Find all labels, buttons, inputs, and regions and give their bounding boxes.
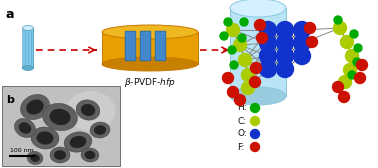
Circle shape <box>251 116 260 125</box>
Ellipse shape <box>27 151 43 164</box>
Circle shape <box>353 58 361 66</box>
Circle shape <box>333 22 347 34</box>
Circle shape <box>240 18 248 26</box>
Ellipse shape <box>94 125 106 135</box>
Text: 100 nm: 100 nm <box>10 148 34 153</box>
Circle shape <box>348 71 356 79</box>
Text: $\beta$-PVDF-$\it{hfp}$: $\beta$-PVDF-$\it{hfp}$ <box>124 76 176 89</box>
Circle shape <box>242 69 254 81</box>
Ellipse shape <box>65 91 116 131</box>
FancyBboxPatch shape <box>140 31 151 61</box>
Circle shape <box>238 34 246 42</box>
Circle shape <box>293 34 310 52</box>
Bar <box>230 8 286 96</box>
Circle shape <box>224 18 232 26</box>
FancyBboxPatch shape <box>155 31 166 61</box>
Circle shape <box>341 35 353 49</box>
FancyBboxPatch shape <box>125 31 136 61</box>
Circle shape <box>234 38 246 52</box>
Circle shape <box>344 64 356 76</box>
Circle shape <box>276 22 293 38</box>
Circle shape <box>333 81 344 93</box>
Circle shape <box>226 24 240 36</box>
Ellipse shape <box>70 136 86 148</box>
Circle shape <box>260 48 276 65</box>
Circle shape <box>234 94 245 106</box>
Circle shape <box>276 48 293 65</box>
Circle shape <box>293 48 310 65</box>
Ellipse shape <box>50 109 70 125</box>
Ellipse shape <box>30 154 40 162</box>
Circle shape <box>230 61 238 69</box>
Circle shape <box>334 16 342 24</box>
Ellipse shape <box>20 94 50 120</box>
Circle shape <box>220 32 228 40</box>
Circle shape <box>339 92 350 102</box>
Circle shape <box>305 23 316 33</box>
Circle shape <box>249 76 260 88</box>
Ellipse shape <box>19 122 31 134</box>
Ellipse shape <box>85 151 95 159</box>
Circle shape <box>251 130 260 138</box>
Circle shape <box>339 75 352 89</box>
Circle shape <box>254 19 265 31</box>
Ellipse shape <box>31 127 59 149</box>
Circle shape <box>251 62 262 74</box>
Ellipse shape <box>14 118 36 138</box>
Circle shape <box>228 46 236 54</box>
Text: a: a <box>5 8 14 21</box>
Ellipse shape <box>81 104 95 116</box>
Circle shape <box>307 36 318 48</box>
Circle shape <box>251 103 260 113</box>
Circle shape <box>276 60 293 77</box>
Circle shape <box>356 59 367 71</box>
Circle shape <box>350 30 358 38</box>
Bar <box>23 28 34 68</box>
Bar <box>2 86 120 166</box>
Circle shape <box>260 22 276 38</box>
Text: O:: O: <box>237 130 247 138</box>
Circle shape <box>354 44 362 52</box>
Ellipse shape <box>81 148 99 162</box>
Ellipse shape <box>76 100 100 120</box>
Circle shape <box>276 34 293 52</box>
Circle shape <box>239 53 251 67</box>
Ellipse shape <box>23 66 34 71</box>
Circle shape <box>293 22 310 38</box>
Ellipse shape <box>50 147 70 163</box>
Ellipse shape <box>230 0 286 17</box>
Bar <box>102 32 198 64</box>
Circle shape <box>345 50 358 62</box>
Text: C:: C: <box>237 116 246 125</box>
Ellipse shape <box>26 99 44 115</box>
Text: F:: F: <box>237 142 244 152</box>
Circle shape <box>251 142 260 152</box>
Ellipse shape <box>102 57 198 71</box>
Circle shape <box>228 87 239 97</box>
Circle shape <box>355 73 366 83</box>
Circle shape <box>257 32 268 44</box>
Circle shape <box>260 34 276 52</box>
Circle shape <box>242 81 254 94</box>
Ellipse shape <box>23 26 34 31</box>
Circle shape <box>223 73 234 83</box>
Text: b: b <box>6 95 14 105</box>
Circle shape <box>260 60 276 77</box>
Ellipse shape <box>54 150 66 160</box>
Text: H:: H: <box>237 103 246 113</box>
Ellipse shape <box>102 25 198 39</box>
Ellipse shape <box>37 131 53 145</box>
Ellipse shape <box>90 122 110 138</box>
Ellipse shape <box>43 103 77 131</box>
Ellipse shape <box>230 87 286 105</box>
Ellipse shape <box>64 132 92 152</box>
